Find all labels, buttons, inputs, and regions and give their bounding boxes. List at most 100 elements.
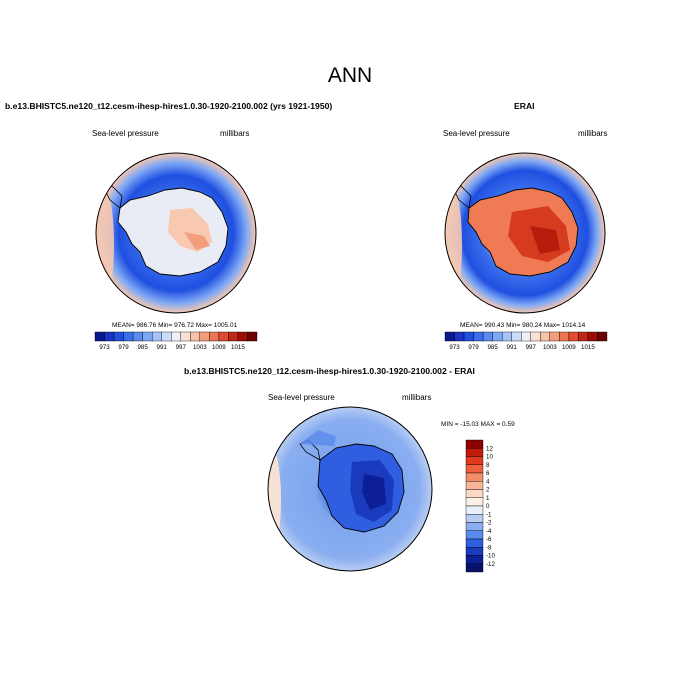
obs-map-border <box>444 152 606 314</box>
diff-colorbar-swatch <box>465 522 484 531</box>
model-colorbar-swatch <box>123 331 134 342</box>
obs-plateau-peak <box>530 226 560 254</box>
obs-colorbar-swatch <box>578 331 589 342</box>
obs-colorbar-swatch <box>454 331 465 342</box>
model-colorbar-label: 997 <box>176 344 187 351</box>
model-colorbar-swatch <box>142 331 153 342</box>
obs-colorbar-swatch <box>568 331 579 342</box>
obs-colorbar-label: 1003 <box>543 344 557 351</box>
diff-colorbar-label: -6 <box>486 536 492 543</box>
model-colorbar-label: 985 <box>137 344 148 351</box>
obs-colorbar-swatch <box>501 331 512 342</box>
obs-colorbar-label: 979 <box>468 344 479 351</box>
obs-colorbar-swatch <box>492 331 503 342</box>
diff-colorbar-label: -8 <box>486 544 492 551</box>
diff-colorbar-swatch <box>465 472 484 482</box>
diff-colorbar-swatch <box>465 456 484 465</box>
obs-colorbar-label: 1015 <box>581 344 595 351</box>
model-case-title: b.e13.BHISTC5.ne120_t12.cesm-ihesp-hires… <box>5 101 333 111</box>
diff-colorbar-swatch <box>465 505 484 515</box>
obs-field-label: Sea-level pressure <box>443 129 510 138</box>
model-colorbar-swatch <box>190 331 201 342</box>
model-colorbar-label: 979 <box>118 344 129 351</box>
model-colorbar-swatch <box>218 331 229 342</box>
diff-colorbar-swatch <box>465 489 484 498</box>
model-polar-map <box>96 153 256 313</box>
diff-colorbar-label: -10 <box>486 553 496 560</box>
obs-colorbar-swatch <box>521 331 531 342</box>
model-colorbar-swatch <box>161 331 172 342</box>
obs-colorbar-label: 973 <box>449 344 460 351</box>
model-colorbar-swatch <box>104 331 115 342</box>
model-colorbar-swatch <box>237 331 248 342</box>
model-map-border <box>95 152 257 314</box>
diff-colorbar-swatch <box>465 514 484 523</box>
diff-colorbar-swatch <box>465 439 484 449</box>
obs-stats: MEAN= 990.43 Min= 980.24 Max= 1014.14 <box>460 322 586 329</box>
model-colorbar-swatch <box>228 331 239 342</box>
model-units-label: millibars <box>220 129 250 138</box>
model-colorbar-swatch <box>151 331 162 342</box>
diff-colorbar-label: -4 <box>486 528 492 535</box>
obs-units-label: millibars <box>578 129 608 138</box>
model-colorbar-swatch <box>180 331 191 342</box>
diff-core-negative <box>362 474 386 510</box>
model-colorbar-label: 973 <box>99 344 110 351</box>
obs-colorbar-swatch <box>463 331 474 342</box>
model-colorbar-swatch <box>113 331 124 342</box>
obs-colorbar-label: 997 <box>526 344 537 351</box>
diff-colorbar-label: 0 <box>486 503 490 510</box>
diff-colorbar-label: 8 <box>486 462 490 469</box>
figure-title: ANN <box>327 64 373 87</box>
obs-colorbar: 973 979 985 991 997 1003 1009 1015 <box>444 331 608 351</box>
model-colorbar-swatch <box>209 331 220 342</box>
model-colorbar-label: 1003 <box>193 344 207 351</box>
obs-colorbar-swatch <box>530 331 541 342</box>
obs-case-title: ERAI <box>514 101 535 111</box>
diff-colorbar-swatch <box>465 555 484 564</box>
diff-map-border <box>267 406 433 572</box>
model-colorbar-label: 1015 <box>231 344 245 351</box>
diff-field-label: Sea-level pressure <box>268 393 335 402</box>
obs-colorbar-label: 985 <box>487 344 498 351</box>
obs-colorbar-swatch <box>549 331 560 342</box>
diff-colorbar-label: 2 <box>486 487 490 494</box>
diff-colorbar-swatch <box>465 448 484 457</box>
obs-colorbar-label: 991 <box>507 344 518 351</box>
diff-colorbar-label: 12 <box>486 445 493 452</box>
model-colorbar-swatch <box>247 331 258 342</box>
model-colorbar-label: 991 <box>157 344 168 351</box>
obs-colorbar-swatch <box>473 331 484 342</box>
obs-colorbar-swatch <box>444 331 455 342</box>
diff-colorbar-label: 6 <box>486 470 490 477</box>
obs-colorbar-label: 1009 <box>562 344 576 351</box>
model-stats: MEAN= 986.76 Min= 976.72 Max= 1005.01 <box>112 322 238 329</box>
model-plateau-peak <box>184 232 210 250</box>
diff-colorbar-swatch <box>465 547 484 556</box>
obs-colorbar-swatch <box>511 331 522 342</box>
diff-colorbar-swatch <box>465 538 484 548</box>
obs-colorbar-swatch <box>587 331 598 342</box>
obs-colorbar-swatch <box>559 331 570 342</box>
obs-map-edge-band <box>445 187 462 303</box>
model-colorbar-label: 1009 <box>212 344 226 351</box>
diff-stats: MIN = -15.03 MAX = 0.59 <box>441 421 515 428</box>
diff-colorbar-swatch <box>465 464 484 474</box>
obs-colorbar-swatch <box>482 331 493 342</box>
diff-polar-map <box>268 407 432 571</box>
diff-colorbar-label: -1 <box>486 511 492 518</box>
obs-polar-map <box>445 153 605 313</box>
diff-colorbar-label: 4 <box>486 478 490 485</box>
obs-colorbar-swatch <box>597 331 608 342</box>
diff-colorbar-label: -2 <box>486 520 492 527</box>
diff-colorbar-swatch <box>465 530 484 540</box>
obs-colorbar-swatch <box>540 331 551 342</box>
diff-colorbar-swatch <box>465 481 484 490</box>
model-colorbar-swatch <box>171 331 181 342</box>
model-colorbar-swatch <box>199 331 210 342</box>
diff-colorbar-label: 1 <box>486 495 490 502</box>
model-colorbar-swatch <box>132 331 143 342</box>
model-field-label: Sea-level pressure <box>92 129 159 138</box>
